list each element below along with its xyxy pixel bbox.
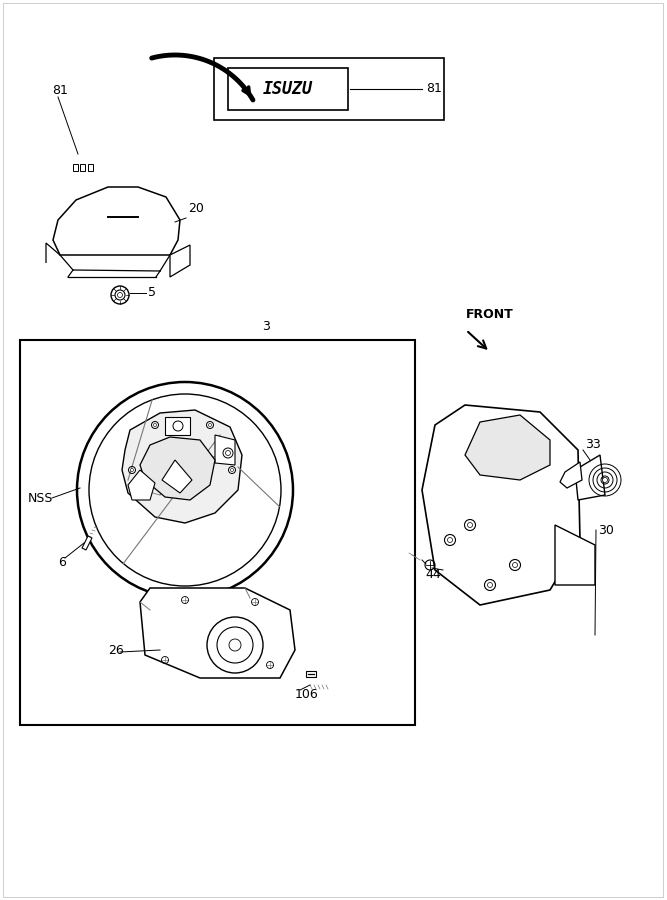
Bar bbox=[73, 164, 78, 171]
Text: 81: 81 bbox=[426, 83, 442, 95]
Text: 5: 5 bbox=[148, 286, 156, 300]
Text: 106: 106 bbox=[295, 688, 319, 701]
Text: NSS: NSS bbox=[28, 491, 53, 505]
Bar bbox=[20, 340, 415, 725]
Text: 33: 33 bbox=[585, 438, 601, 452]
Polygon shape bbox=[560, 462, 582, 488]
Circle shape bbox=[209, 424, 211, 427]
Polygon shape bbox=[575, 455, 605, 500]
Text: FRONT: FRONT bbox=[466, 309, 514, 321]
Text: ISUZU: ISUZU bbox=[263, 80, 313, 98]
Bar bbox=[88, 164, 93, 171]
Polygon shape bbox=[465, 415, 550, 480]
Text: 44: 44 bbox=[425, 569, 441, 581]
Polygon shape bbox=[170, 245, 190, 277]
Bar bbox=[80, 164, 85, 171]
FancyBboxPatch shape bbox=[306, 677, 328, 685]
Text: 6: 6 bbox=[58, 555, 66, 569]
Circle shape bbox=[448, 537, 452, 543]
Text: 26: 26 bbox=[108, 644, 124, 656]
Polygon shape bbox=[555, 525, 595, 585]
Polygon shape bbox=[165, 417, 190, 435]
Text: 30: 30 bbox=[598, 524, 614, 536]
Text: 81: 81 bbox=[52, 84, 68, 96]
Circle shape bbox=[153, 424, 157, 427]
Polygon shape bbox=[140, 588, 295, 678]
Text: 3: 3 bbox=[262, 320, 270, 332]
Bar bbox=[214, 58, 444, 120]
FancyArrow shape bbox=[465, 328, 488, 350]
Polygon shape bbox=[128, 470, 155, 500]
Polygon shape bbox=[122, 410, 242, 523]
Polygon shape bbox=[162, 460, 192, 493]
Circle shape bbox=[231, 469, 233, 472]
Circle shape bbox=[131, 469, 133, 472]
Bar bbox=[228, 68, 348, 110]
Polygon shape bbox=[422, 405, 580, 605]
Text: 20: 20 bbox=[188, 202, 204, 214]
Circle shape bbox=[512, 562, 518, 568]
FancyBboxPatch shape bbox=[68, 151, 100, 165]
Polygon shape bbox=[53, 187, 180, 255]
Polygon shape bbox=[215, 435, 235, 465]
Polygon shape bbox=[140, 437, 215, 500]
Circle shape bbox=[468, 523, 472, 527]
Circle shape bbox=[602, 478, 608, 482]
Circle shape bbox=[225, 451, 231, 455]
Circle shape bbox=[117, 292, 123, 298]
Polygon shape bbox=[82, 536, 92, 550]
Bar bbox=[306, 671, 316, 677]
Circle shape bbox=[488, 582, 492, 588]
